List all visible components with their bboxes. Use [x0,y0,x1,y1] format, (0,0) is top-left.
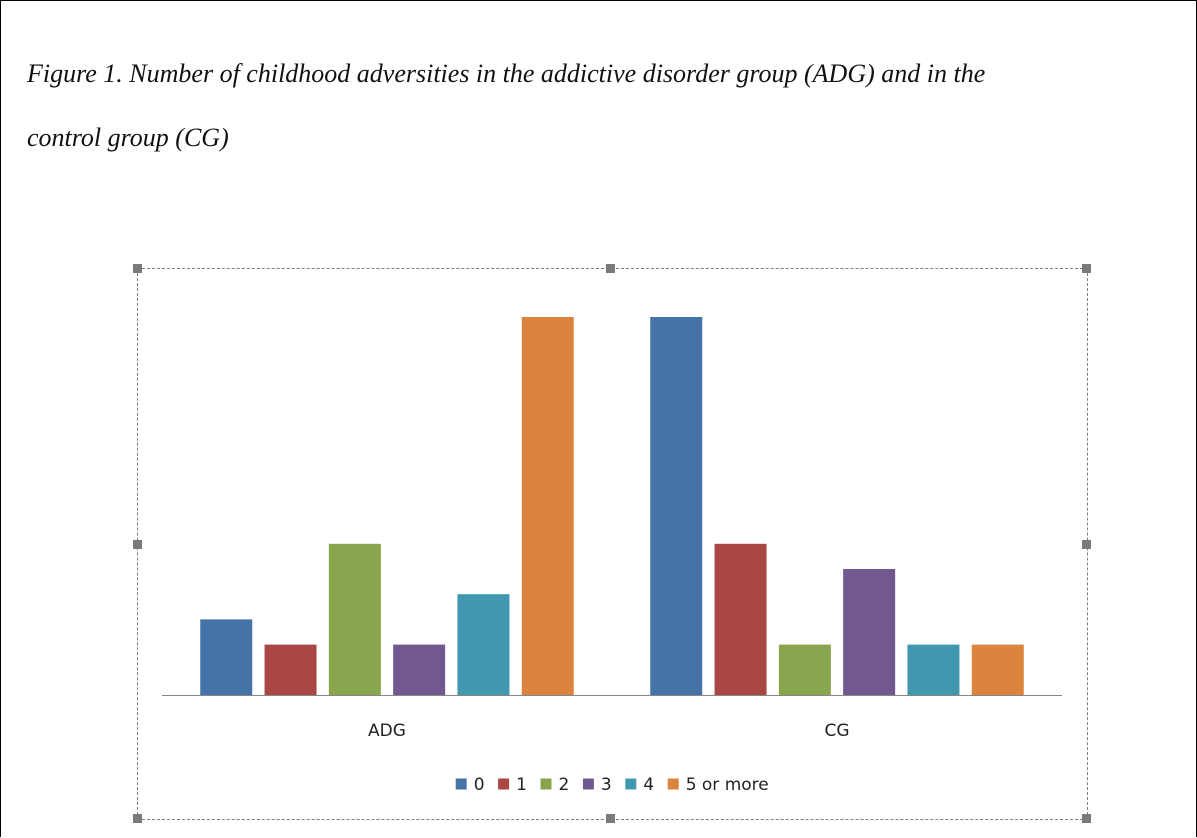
legend-label: 5 or more [686,775,769,795]
x-tick-label-cg: CG [824,721,849,741]
caption-line-1: Figure 1. Number of childhood adversitie… [27,59,986,88]
bar-cg-series-1 [714,543,767,695]
legend-label: 3 [601,775,612,795]
bar-adg-series-5 [521,317,574,695]
bar-adg-series-1 [264,644,317,695]
legend-swatch [540,778,552,790]
legend-label: 2 [559,775,570,795]
figure-caption: Figure 1. Number of childhood adversitie… [27,42,1177,170]
legend-swatch [667,778,679,790]
resize-handle-bottom-right[interactable] [1082,814,1091,823]
legend-item-0: 0 [455,775,485,795]
legend-swatch [498,778,510,790]
caption-line-2: control group (CG) [27,123,229,152]
bar-adg-series-2 [328,543,381,695]
legend-swatch [582,778,594,790]
resize-handle-top-middle[interactable] [606,264,615,273]
bar-adg-series-0 [200,619,253,695]
resize-handle-bottom-middle[interactable] [606,814,615,823]
legend-item-3: 3 [582,775,612,795]
bar-cg-series-3 [843,569,896,695]
legend-item-2: 2 [540,775,570,795]
resize-handle-middle-right[interactable] [1082,540,1091,549]
bar-cg-series-0 [650,317,703,695]
legend-label: 1 [516,775,527,795]
bar-adg-series-4 [457,594,510,695]
bar-adg-series-3 [393,644,446,695]
legend-swatch [625,778,637,790]
legend-label: 0 [474,775,485,795]
resize-handle-middle-left[interactable] [133,540,142,549]
bar-cg-series-4 [907,644,960,695]
legend-label: 4 [643,775,654,795]
bar-cg-series-2 [778,644,831,695]
bar-cg-series-5 [971,644,1024,695]
legend-swatch [455,778,467,790]
legend-item-5: 5 or more [667,775,769,795]
resize-handle-top-left[interactable] [133,264,142,273]
x-tick-label-adg: ADG [368,721,406,741]
legend-item-1: 1 [498,775,527,795]
legend-item-4: 4 [625,775,654,795]
resize-handle-top-right[interactable] [1082,264,1091,273]
resize-handle-bottom-left[interactable] [133,814,142,823]
